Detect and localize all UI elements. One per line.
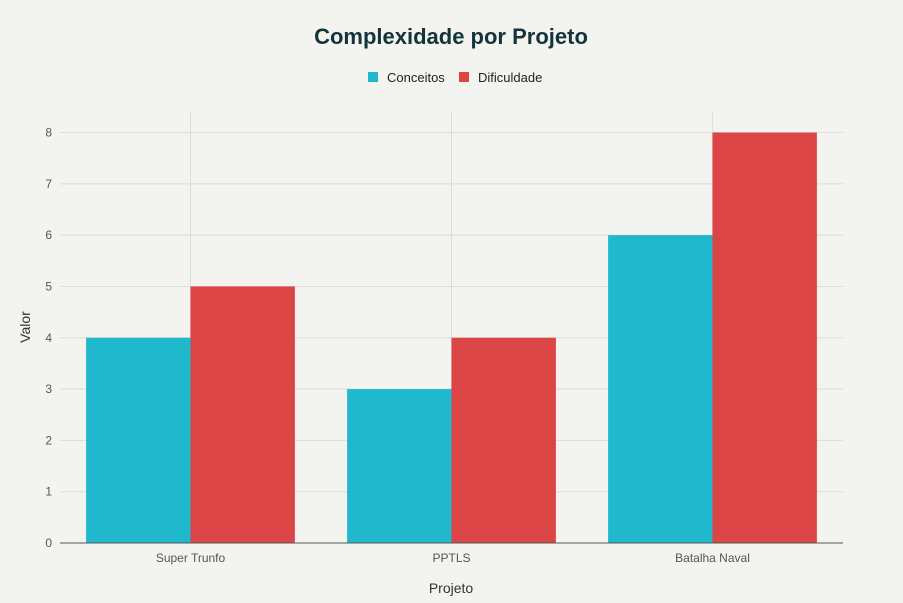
x-tick-label-2: Batalha Naval: [675, 551, 750, 565]
legend: Conceitos Dificuldade: [368, 70, 542, 85]
legend-swatch-conceitos: [368, 72, 378, 82]
y-tick-label-2: 2: [45, 433, 52, 447]
y-tick-label-7: 7: [45, 177, 52, 191]
y-tick-label-4: 4: [45, 331, 52, 345]
y-tick-label-0: 0: [45, 536, 52, 550]
x-axis-title: Projeto: [429, 580, 474, 596]
bar-conceitos-super-trunfo: [86, 337, 191, 543]
y-tick-label-1: 1: [45, 485, 52, 499]
bars: [86, 132, 817, 543]
bar-dificuldade-super-trunfo: [190, 286, 295, 543]
y-tick-label-8: 8: [45, 126, 52, 140]
legend-swatch-dificuldade: [459, 72, 469, 82]
bar-dificuldade-pptls: [451, 337, 556, 543]
chart-title: Complexidade por Projeto: [314, 24, 588, 49]
legend-label-dificuldade: Dificuldade: [478, 70, 542, 85]
legend-label-conceitos: Conceitos: [387, 70, 445, 85]
bar-dificuldade-batalha-naval: [712, 132, 817, 543]
y-tick-label-6: 6: [45, 228, 52, 242]
y-axis-title: Valor: [17, 311, 33, 343]
bar-conceitos-pptls: [347, 389, 452, 543]
bar-conceitos-batalha-naval: [608, 235, 713, 543]
x-tick-label-1: PPTLS: [432, 551, 470, 565]
y-tick-label-3: 3: [45, 382, 52, 396]
tick-labels: 0 1 2 3 4 5 6 7 8 Super Trunfo PPTLS Batalha Naval: [45, 126, 750, 565]
y-tick-label-5: 5: [45, 279, 52, 293]
x-tick-label-0: Super Trunfo: [156, 551, 226, 565]
